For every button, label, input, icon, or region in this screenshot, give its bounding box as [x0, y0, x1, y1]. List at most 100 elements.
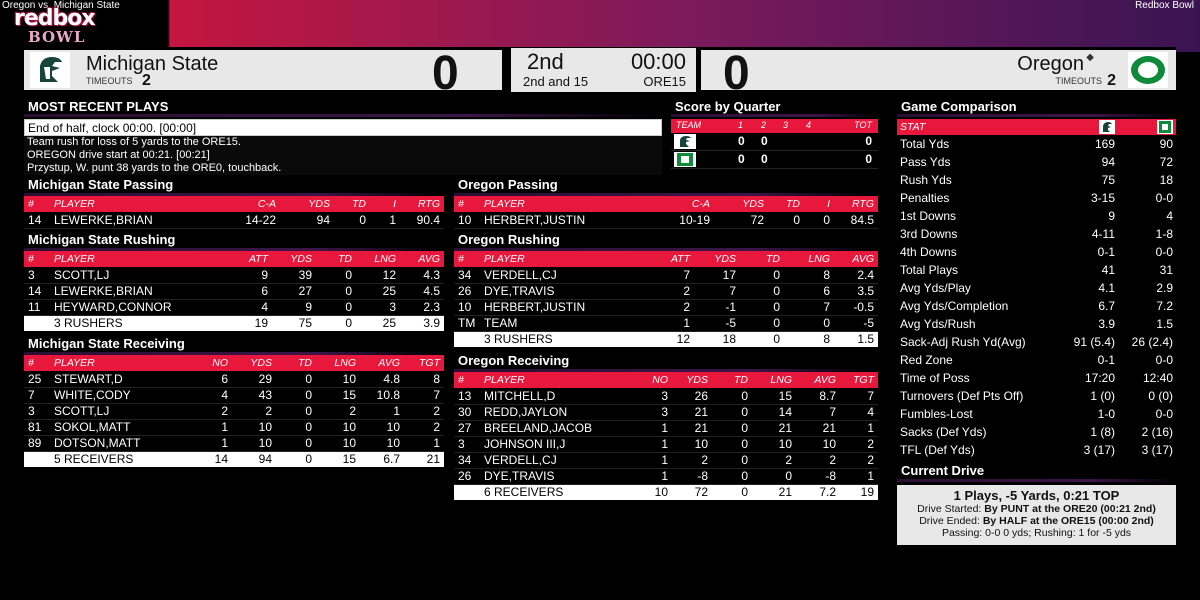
comparison-stat-label: Penalties	[900, 191, 950, 205]
comparison-home-value: 2.9	[1156, 281, 1173, 295]
sbq-away-total: 0	[865, 134, 872, 148]
column-header: TD	[334, 196, 370, 212]
column-header: I	[804, 196, 834, 212]
table-cell: 7	[404, 387, 444, 404]
table-cell: 1	[370, 212, 400, 229]
comparison-away-value: 3.9	[1098, 317, 1115, 331]
comparison-stat-label: Turnovers (Def Pts Off)	[900, 389, 1024, 403]
play-item: Team rush for loss of 5 yards to the ORE…	[24, 136, 662, 149]
table-cell: 10	[796, 436, 840, 453]
table-cell: 1	[840, 420, 878, 437]
table-cell: 17	[694, 267, 740, 284]
table-cell: 0	[752, 468, 796, 485]
table-cell: 3.5	[834, 283, 878, 300]
column-header: #	[454, 251, 480, 267]
play-item: OREGON drive start at 00:21. [00:21]	[24, 149, 662, 162]
recent-plays-list: End of half, clock 00:00. [00:00] Team r…	[24, 119, 662, 175]
sbq-col-team: TEAM	[676, 120, 702, 130]
total-cell: 94	[232, 451, 276, 467]
comparison-row: Avg Yds/Completion 6.7 7.2	[897, 297, 1176, 315]
comparison-stat-label: Fumbles-Lost	[900, 407, 973, 421]
table-row: 14 LEWERKE,BRIAN 6 27 0 25 4.5	[24, 283, 444, 300]
comparison-home-value: 4	[1166, 209, 1173, 223]
table-cell: SCOTT,LJ	[50, 267, 224, 284]
table-cell: 0	[334, 212, 370, 229]
table-cell: VERDELL,CJ	[480, 452, 626, 469]
column-header: LNG	[356, 251, 400, 267]
column-header: C-A	[634, 196, 714, 212]
comparison-stat-label: Pass Yds	[900, 155, 951, 169]
table-cell: 4	[192, 387, 232, 404]
msu-header-logo-icon	[1099, 120, 1115, 134]
table-cell: SOKOL,MATT	[50, 419, 192, 436]
sbq-row-away: 0 0 0	[671, 133, 878, 151]
table-cell: 1	[840, 468, 878, 485]
comparison-row: Rush Yds 75 18	[897, 171, 1176, 189]
table-cell: 2.4	[834, 267, 878, 284]
table-row: 3 SCOTT,LJ 2 2 0 2 1 2	[24, 403, 444, 420]
ore-passing-title: Oregon Passing	[458, 177, 558, 192]
table-cell: 1	[192, 435, 232, 452]
column-header: YDS	[280, 196, 334, 212]
table-row: 10 HERBERT,JUSTIN 2 -1 0 7 -0.5	[454, 299, 878, 316]
game-comparison-divider	[897, 114, 1176, 117]
table-cell: 43	[232, 387, 276, 404]
table-row: 10 HERBERT,JUSTIN 10-19 72 0 0 84.5	[454, 212, 878, 229]
table-cell: REDD,JAYLON	[480, 404, 626, 421]
table-cell: 2	[672, 452, 712, 469]
msu-spartan-icon	[30, 52, 70, 88]
total-cell: 19	[224, 315, 272, 331]
table-cell: 2	[840, 452, 878, 469]
drive-ended-label: Drive Ended:	[919, 515, 980, 527]
table-cell: 14-22	[206, 212, 280, 229]
table-cell: 10	[454, 299, 480, 316]
total-cell: 25	[356, 315, 400, 331]
game-clock-panel: 2nd 00:00 2nd and 15 ORE15	[511, 48, 696, 92]
msu-receiving-divider	[24, 352, 444, 355]
comparison-away-value: 3 (17)	[1083, 443, 1115, 457]
table-row: 27 BREELAND,JACOB 1 21 0 21 21 1	[454, 420, 878, 437]
table-cell: 9	[272, 299, 316, 316]
table-cell: 7	[840, 388, 878, 405]
table-cell: 90.4	[400, 212, 444, 229]
home-timeouts-value: 2	[1107, 72, 1116, 89]
column-header: RTG	[834, 196, 878, 212]
home-team-panel: 0 Oregon ◆ TIMEOUTS 2	[701, 47, 1176, 100]
comparison-stat-label: Total Yds	[900, 137, 950, 151]
table-row: 14 LEWERKE,BRIAN 14-22 94 0 1 90.4	[24, 212, 444, 229]
column-header: NO	[192, 355, 232, 371]
away-team-panel: Michigan State TIMEOUTS 2 0	[24, 47, 502, 100]
comparison-home-value: 31	[1159, 263, 1173, 277]
table-cell: 0	[276, 435, 316, 452]
table-cell: HERBERT,JUSTIN	[480, 212, 634, 229]
column-header: #	[454, 196, 480, 212]
sbq-home-total: 0	[865, 152, 872, 166]
table-cell: 14	[24, 212, 50, 229]
table-cell: 7	[24, 387, 50, 404]
table-cell: 8	[784, 267, 834, 284]
ore-receiving-divider	[454, 369, 878, 372]
column-header: #	[24, 355, 50, 371]
total-cell: 12	[634, 331, 694, 347]
comparison-away-value: 4-11	[1091, 227, 1115, 241]
oregon-o-icon	[1128, 52, 1168, 88]
bowl-label: Redbox Bowl	[1135, 0, 1194, 11]
table-cell: 27	[272, 283, 316, 300]
table-cell: 2	[634, 283, 694, 300]
table-row: 34 VERDELL,CJ 7 17 0 8 2.4	[454, 267, 878, 284]
sbq-col-4: 4	[806, 120, 812, 130]
column-header: AVG	[796, 372, 840, 388]
comparison-home-value: 26 (2.4)	[1131, 335, 1173, 349]
column-header: TD	[712, 372, 752, 388]
total-cell	[24, 315, 50, 331]
column-header: PLAYER	[480, 196, 634, 212]
table-cell: 15	[752, 388, 796, 405]
gc-away-logo-cell	[1066, 119, 1118, 135]
table-cell: 0	[712, 468, 752, 485]
table-cell: 0	[784, 315, 834, 332]
table-row: 81 SOKOL,MATT 1 10 0 10 10 2	[24, 419, 444, 436]
table-row: 3 JOHNSON III,J 1 10 0 10 10 2	[454, 436, 878, 453]
table-cell: 4.5	[400, 283, 444, 300]
comparison-row: Fumbles-Lost 1-0 0-0	[897, 405, 1176, 423]
comparison-stat-label: Sack-Adj Rush Yd(Avg)	[900, 335, 1026, 349]
